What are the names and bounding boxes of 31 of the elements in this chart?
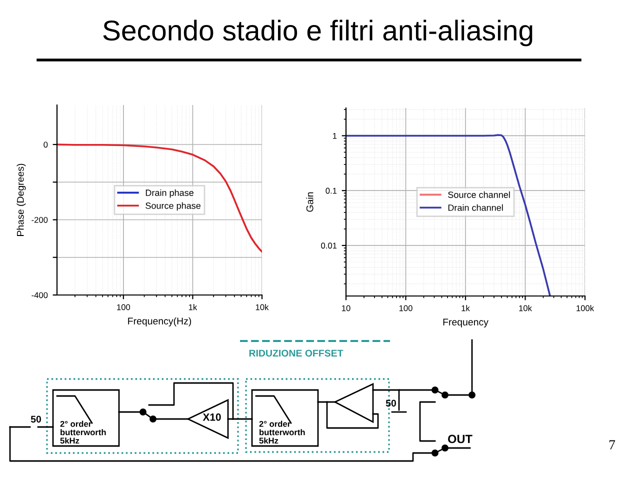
y-tick-label: 0	[44, 142, 48, 148]
text: X10	[202, 413, 221, 421]
text: OUT	[448, 434, 472, 444]
x-tick-label: 100	[399, 305, 412, 312]
legend-label: Drain channel	[448, 204, 503, 211]
x-tick-label: 1k	[462, 305, 470, 312]
y-tick-label: 1	[332, 133, 337, 139]
x-tick-label: 100k	[576, 305, 594, 312]
y-axis-title: Phase (Degrees)	[16, 164, 26, 236]
text: 50	[30, 416, 42, 423]
legend-label: Source channel	[448, 191, 510, 198]
y-tick-label: -200	[32, 216, 48, 223]
x-tick-label: 10k	[519, 305, 532, 312]
text: 2° order butterworth 5kHz	[60, 420, 106, 444]
x-tick-label: 10	[342, 305, 350, 312]
x-axis-title: Frequency	[443, 318, 488, 328]
y-tick-label: 0.01	[321, 242, 337, 249]
y-tick-label: 0.1	[326, 188, 337, 194]
text: RIDUZIONE OFFSET	[249, 350, 344, 357]
x-axis-title: Frequency(Hz)	[128, 317, 192, 326]
x-tick-label: 10k	[256, 304, 269, 310]
y-axis-title: Gain	[306, 192, 314, 212]
legend-label: Drain phase	[146, 189, 194, 198]
text: 7	[609, 440, 616, 450]
legend-label: Source phase	[146, 202, 200, 211]
x-tick-label: 1k	[188, 304, 198, 310]
y-tick-label: -400	[32, 292, 48, 298]
chart-title: Secondo stadio e filtri anti-aliasing	[103, 20, 532, 46]
text: 2° order butterworth 5kHz	[259, 420, 305, 444]
x-tick-label: 100	[117, 304, 130, 310]
text: 50	[386, 400, 396, 407]
